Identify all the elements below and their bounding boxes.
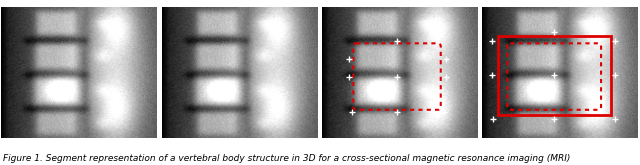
Bar (498, 36, 611, 115)
Text: Figure 1. Segment representation of a vertebral body structure in 3D for a cross: Figure 1. Segment representation of a ve… (3, 154, 571, 163)
